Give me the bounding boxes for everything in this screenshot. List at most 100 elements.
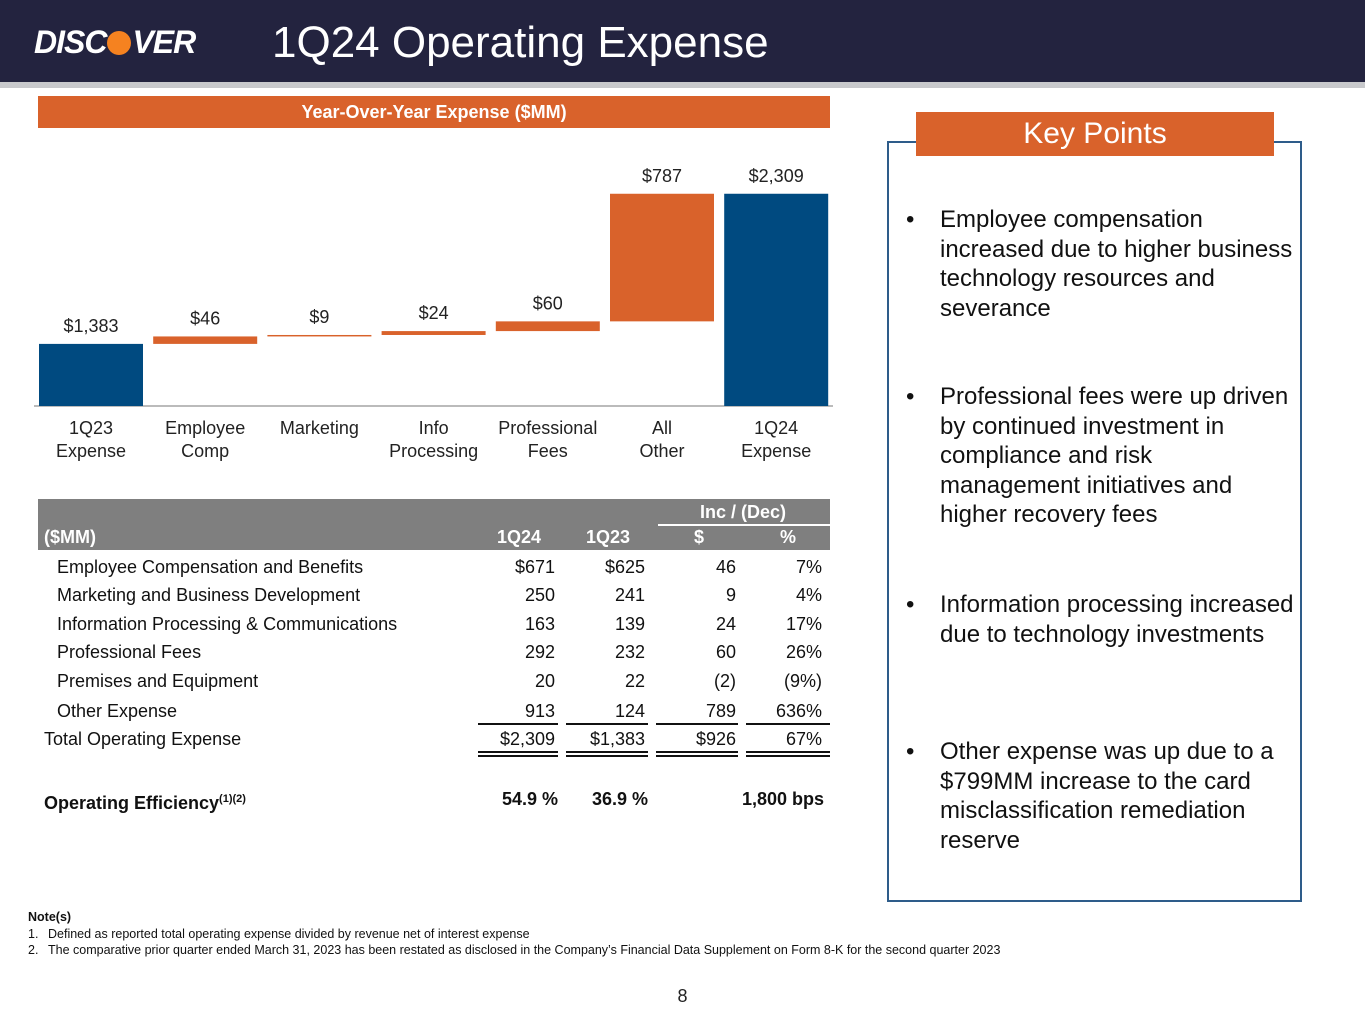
underline [478,723,558,725]
bullet: • [906,738,915,765]
row-label: Total Operating Expense [44,729,242,749]
table-cell: 163 [524,614,555,634]
table-cell: $671 [514,557,555,577]
table-cell: $1,383 [589,729,645,749]
table-header-rule [658,524,830,526]
note-text: The comparative prior quarter ended Marc… [48,943,1001,957]
column-header: 1Q24 [496,527,542,547]
row-label: Professional Fees [57,642,202,662]
table-cell: 292 [524,642,555,662]
bar [495,321,600,332]
bullet: • [906,591,915,618]
efficiency-value: 1,800 bps [741,789,824,809]
table-cell: 24 [715,614,736,634]
value-label: $24 [419,303,449,323]
bar [267,334,372,337]
bullet: • [906,383,915,410]
chart: $1,383 $46 $9 $24 $60 $787 $2,309 [34,166,833,407]
header-bar [0,0,1365,82]
underline [746,723,830,725]
column-header: % [779,527,796,547]
notes-title: Note(s) [28,910,72,924]
column-header: $ [693,527,704,547]
double-underline [566,755,648,757]
table-cell: 26% [785,642,822,662]
table-cell: $926 [695,729,736,749]
table-cell: 913 [524,701,555,721]
bar [724,193,829,406]
bullet: • [906,206,915,233]
efficiency-label: Operating Efficiency [44,793,220,813]
value-label: $60 [533,293,563,313]
value-label: $787 [642,166,682,186]
table-cell: 20 [534,671,555,691]
key-point: • Information processing increased due to… [906,590,1296,649]
efficiency-label: Operating Efficiency(1)(2) [44,788,246,814]
key-points-title: Key Points [916,112,1274,156]
bar [39,343,143,406]
note-number: 1. [28,926,39,941]
header-rule [0,82,1365,88]
logo-text: VER [132,24,196,60]
footnote-ref: (1)(2) [219,793,246,805]
key-point-text: Professional fees were up driven by cont… [940,383,1289,528]
row-label: Marketing and Business Development [57,585,361,605]
bar [153,336,258,344]
row-label: Other Expense [57,701,178,721]
table-cell: 789 [705,701,736,721]
notes: Note(s) 1. Defined as reported total opera… [28,909,1000,959]
double-underline [478,751,558,753]
value-label: $9 [309,307,329,327]
page-number: 8 [677,986,688,1006]
table-cell: 250 [524,585,555,605]
table-cell: 636% [775,701,822,721]
table-cell: 9 [725,585,736,605]
table-group-header: Inc / (Dec) [699,502,787,522]
double-underline [746,755,830,757]
key-point-text: Other expense was up due to a $799MM inc… [940,738,1274,854]
x-tick-label: Professional Fees [498,418,598,461]
double-underline [478,755,558,757]
note-number: 2. [28,943,39,957]
table-cell: 232 [614,642,645,662]
table-cell: 60 [715,642,736,662]
x-tick-label: 1Q24 Expense [741,418,812,461]
table-cell: (2) [714,671,736,691]
double-underline [746,751,830,753]
column-header: 1Q23 [585,527,631,547]
table-cell: 241 [614,585,645,605]
double-underline [566,751,648,753]
column-header: ($MM) [44,527,96,547]
key-point-text: Employee compensation increased due to h… [940,206,1293,322]
note: 2. The comparative prior quarter ended Ma… [28,942,1000,959]
chart-title: Year-Over-Year Expense ($MM) [38,96,830,128]
bar [381,331,486,335]
note-text: Defined as reported total operating expe… [48,926,530,941]
note: 1. Defined as reported total operating ex… [28,926,1000,943]
key-point-text: Information processing increased due to … [940,591,1294,648]
key-point: • Other expense was up due to a $799MM in… [906,737,1296,855]
row-label: Information Processing & Communications [57,614,398,634]
table-cell: $2,309 [499,729,555,749]
x-tick-label: Marketing [279,418,359,438]
table-cell: (9%) [783,671,822,691]
value-label: $1,383 [63,316,118,336]
x-tick-label: Info Processing [389,418,479,461]
table-cell: 22 [624,671,645,691]
x-tick-label: All Other [639,418,685,461]
slide-title: 1Q24 Operating Expense [272,18,769,67]
x-tick-label: 1Q23 Expense [55,418,127,461]
table-cell: 7% [795,557,822,577]
efficiency-value: 54.9 % [501,789,558,809]
table-cell: 46 [715,557,736,577]
double-underline [656,751,738,753]
row-label: Employee Compensation and Benefits [57,557,364,577]
key-point: • Professional fees were up driven by con… [906,382,1296,530]
value-label: $46 [190,308,220,328]
underline [656,723,738,725]
double-underline [656,755,738,757]
bar [610,193,714,322]
efficiency-value: 36.9 % [591,789,648,809]
row-label: Premises and Equipment [57,671,259,691]
